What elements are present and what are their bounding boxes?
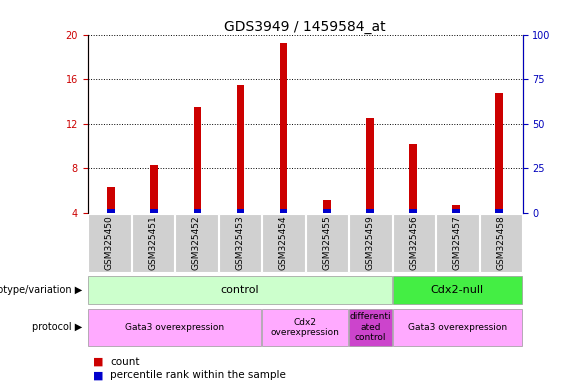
Bar bbox=[323, 200, 331, 258]
Bar bbox=[132, 214, 174, 272]
Text: Gata3 overexpression: Gata3 overexpression bbox=[408, 323, 507, 332]
Text: GSM325459: GSM325459 bbox=[366, 215, 375, 270]
Bar bbox=[409, 209, 416, 213]
Text: GSM325452: GSM325452 bbox=[192, 215, 201, 270]
Bar bbox=[107, 187, 115, 258]
Title: GDS3949 / 1459584_at: GDS3949 / 1459584_at bbox=[224, 20, 386, 33]
Bar bbox=[194, 209, 201, 213]
Bar bbox=[452, 209, 460, 213]
Text: GSM325454: GSM325454 bbox=[279, 215, 288, 270]
Bar bbox=[393, 214, 435, 272]
Text: GSM325451: GSM325451 bbox=[149, 215, 157, 270]
Bar bbox=[150, 209, 158, 213]
Text: GSM325450: GSM325450 bbox=[105, 215, 114, 270]
Text: ■: ■ bbox=[93, 370, 104, 381]
Bar bbox=[306, 214, 348, 272]
Text: GSM325453: GSM325453 bbox=[236, 215, 244, 270]
Bar bbox=[409, 144, 416, 258]
Bar bbox=[150, 165, 158, 258]
Bar bbox=[280, 43, 288, 258]
Text: protocol ▶: protocol ▶ bbox=[32, 322, 82, 333]
Bar bbox=[436, 214, 479, 272]
Bar bbox=[237, 85, 244, 258]
Bar bbox=[495, 209, 503, 213]
Bar bbox=[194, 107, 201, 258]
Bar bbox=[175, 214, 218, 272]
Text: control: control bbox=[220, 285, 259, 295]
Bar bbox=[349, 309, 392, 346]
Text: GSM325456: GSM325456 bbox=[410, 215, 418, 270]
Bar bbox=[237, 209, 244, 213]
Text: genotype/variation ▶: genotype/variation ▶ bbox=[0, 285, 82, 295]
Bar bbox=[88, 276, 392, 304]
Bar bbox=[280, 209, 288, 213]
Bar bbox=[262, 309, 348, 346]
Text: Cdx2
overexpression: Cdx2 overexpression bbox=[271, 318, 340, 337]
Bar bbox=[366, 209, 373, 213]
Bar bbox=[219, 214, 261, 272]
Bar bbox=[88, 214, 131, 272]
Bar bbox=[480, 214, 522, 272]
Text: percentile rank within the sample: percentile rank within the sample bbox=[110, 370, 286, 381]
Text: differenti
ated
control: differenti ated control bbox=[350, 313, 391, 342]
Bar bbox=[323, 209, 331, 213]
Bar bbox=[107, 209, 115, 213]
Bar bbox=[495, 93, 503, 258]
Text: GSM325457: GSM325457 bbox=[453, 215, 462, 270]
Text: count: count bbox=[110, 356, 140, 367]
Bar bbox=[393, 309, 522, 346]
Bar bbox=[262, 214, 305, 272]
Text: GSM325455: GSM325455 bbox=[323, 215, 331, 270]
Bar bbox=[366, 118, 373, 258]
Bar bbox=[349, 214, 392, 272]
Text: GSM325458: GSM325458 bbox=[497, 215, 505, 270]
Bar bbox=[452, 205, 460, 258]
Bar bbox=[393, 276, 522, 304]
Text: Gata3 overexpression: Gata3 overexpression bbox=[125, 323, 224, 332]
Bar bbox=[88, 309, 261, 346]
Text: Cdx2-null: Cdx2-null bbox=[431, 285, 484, 295]
Text: ■: ■ bbox=[93, 356, 104, 367]
